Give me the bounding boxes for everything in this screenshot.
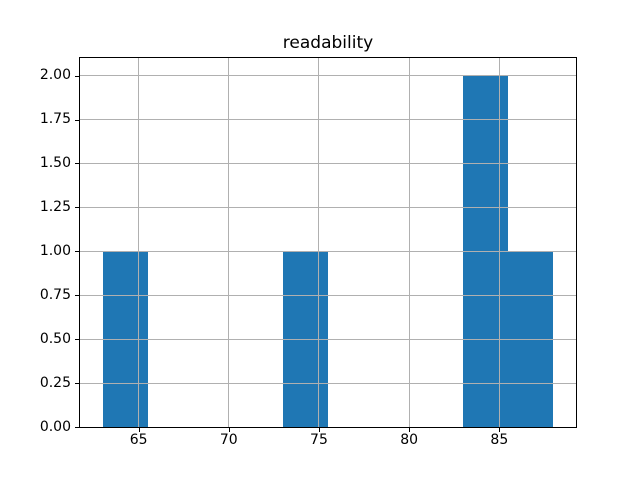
y-tick-mark — [75, 251, 80, 253]
gridline-vertical — [138, 58, 140, 427]
y-tick-mark — [75, 163, 80, 165]
y-tick-mark — [75, 427, 80, 428]
y-tick-label: 0.25 — [39, 374, 71, 391]
x-tick-label: 80 — [400, 432, 419, 448]
y-tick-label: 1.50 — [39, 154, 71, 171]
gridline-horizontal — [80, 206, 576, 208]
x-tick-label: 85 — [490, 432, 509, 448]
y-tick-mark — [75, 75, 80, 77]
gridline-horizontal — [80, 162, 576, 164]
x-tick-label: 70 — [219, 432, 238, 448]
gridline-horizontal — [80, 250, 576, 252]
y-tick-mark — [75, 339, 80, 341]
plot-area — [79, 57, 577, 428]
gridline-vertical — [498, 58, 500, 427]
y-tick-mark — [75, 119, 80, 121]
x-tick-label: 75 — [310, 432, 328, 448]
gridline-horizontal — [80, 119, 576, 120]
chart-title: readability — [282, 33, 374, 53]
x-tick-mark — [318, 427, 320, 432]
x-tick-mark — [409, 427, 411, 432]
y-tick-mark — [75, 383, 80, 385]
gridline-horizontal — [80, 75, 576, 77]
gridline-vertical — [228, 58, 230, 427]
y-tick-label: 0.00 — [39, 418, 71, 435]
y-tick-label: 2.00 — [39, 67, 71, 84]
y-tick-mark — [75, 207, 80, 209]
y-tick-label: 1.75 — [39, 111, 71, 127]
y-tick-label: 0.50 — [39, 330, 71, 347]
gridline-horizontal — [80, 338, 576, 340]
x-tick-mark — [499, 427, 501, 432]
x-tick-mark — [228, 427, 230, 432]
x-tick-label: 65 — [129, 432, 148, 448]
gridline-vertical — [318, 58, 320, 427]
y-tick-label: 0.75 — [39, 286, 71, 303]
y-tick-label: 1.25 — [39, 198, 71, 215]
gridline-vertical — [408, 58, 410, 427]
grid-layer — [80, 58, 576, 428]
gridline-horizontal — [80, 382, 576, 384]
gridline-horizontal — [80, 426, 576, 428]
gridline-horizontal — [80, 294, 576, 296]
y-tick-label: 1.00 — [39, 242, 71, 259]
y-tick-mark — [75, 295, 80, 297]
x-tick-mark — [138, 427, 140, 432]
